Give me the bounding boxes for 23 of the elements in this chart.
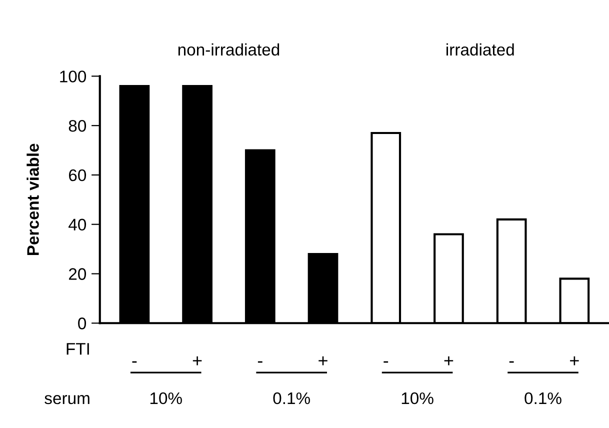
x-tick-label: - [258, 361, 262, 363]
x-tick-label: + [444, 356, 454, 366]
x-tick-label: - [384, 361, 388, 363]
y-tick-label: 100 [60, 70, 86, 82]
y-tick-label: 0 [78, 318, 86, 330]
y-tick-label: 40 [68, 218, 86, 231]
x-tick-label: + [192, 356, 202, 366]
text: 0.1% [524, 392, 562, 404]
text: 0.1% [273, 392, 310, 404]
text: 10% [150, 392, 182, 404]
x-tick-label: - [132, 361, 137, 363]
y-tick-label: 20 [68, 268, 86, 280]
x-tick-label: + [570, 356, 579, 366]
x-tick-label: - [509, 361, 514, 363]
y-tick-label: 60 [68, 169, 86, 182]
text: serum [44, 395, 90, 404]
text: FTI [66, 343, 89, 355]
y-tick-label: 80 [68, 120, 86, 132]
text: non-irradiated [178, 43, 280, 56]
x-tick-label: + [318, 356, 328, 366]
text: 10% [402, 392, 434, 404]
y-axis-title: Percent viable [26, 144, 39, 256]
text: irradiated [446, 43, 514, 56]
